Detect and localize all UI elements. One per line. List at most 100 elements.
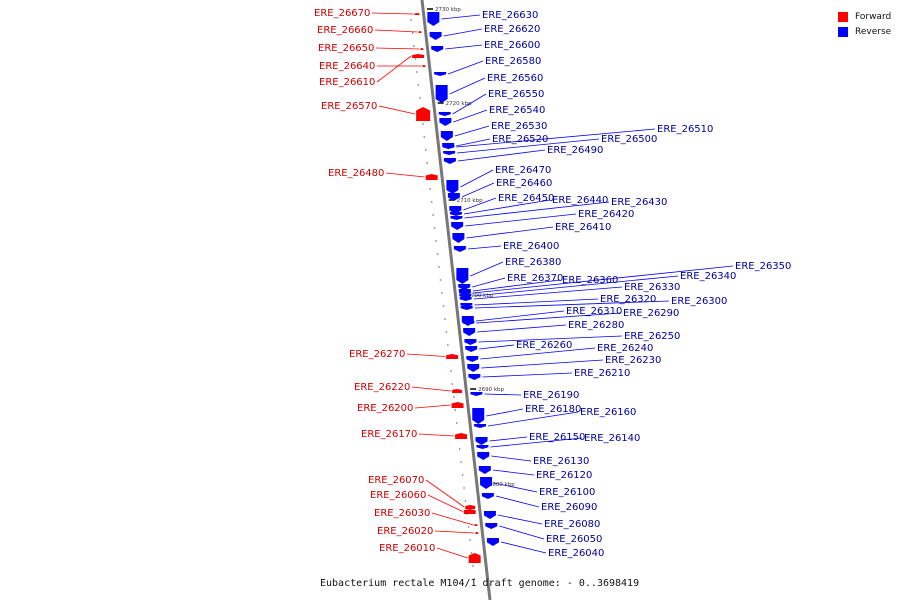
gene-leader <box>443 28 483 37</box>
legend: Forward Reverse <box>838 9 891 39</box>
gene-leader <box>466 226 554 239</box>
gene-leader <box>497 514 543 525</box>
gene-leader <box>371 12 414 15</box>
forward-gene-label: ERE_26060 <box>370 490 426 501</box>
forward-gene-label: ERE_26640 <box>319 61 375 72</box>
forward-gene-glyph <box>474 524 478 526</box>
forward-gene-label: ERE_26010 <box>379 543 435 554</box>
gene-leader <box>460 169 494 188</box>
reverse-gene-label: ERE_26100 <box>539 487 595 498</box>
reverse-gene-glyph <box>429 32 442 40</box>
gene-leader <box>431 512 474 526</box>
reverse-gene-glyph <box>450 212 463 216</box>
reverse-gene-glyph <box>442 145 455 149</box>
scale-tick-label: 2730 kbp <box>435 7 461 13</box>
gene-leader <box>463 199 551 215</box>
reverse-gene-label: ERE_26410 <box>555 222 611 233</box>
forward-gene-label: ERE_26670 <box>314 8 370 19</box>
reverse-gene-label: ERE_26360 <box>562 275 618 286</box>
gene-leader <box>500 541 547 554</box>
reverse-gene-label: ERE_26190 <box>523 390 579 401</box>
gene-leader <box>482 372 573 378</box>
gene-leader <box>418 433 455 437</box>
reverse-gene-label: ERE_26150 <box>529 432 585 443</box>
forward-gene-glyph <box>463 509 476 514</box>
gene-leader <box>457 149 546 162</box>
legend-item-reverse: Reverse <box>838 24 891 39</box>
forward-gene-label: ERE_26650 <box>318 43 374 54</box>
gene-leader <box>374 29 418 33</box>
reverse-gene-glyph <box>476 445 489 449</box>
reverse-gene-label: ERE_26280 <box>568 320 624 331</box>
reverse-gene-glyph <box>460 306 473 310</box>
reverse-gene-glyph <box>434 72 447 76</box>
reverse-gene-label: ERE_26320 <box>600 294 656 305</box>
reverse-gene-glyph <box>467 364 480 372</box>
scale-tick-label: 2690 kbp <box>478 387 504 393</box>
reverse-gene-glyph <box>464 339 477 345</box>
gene-leader <box>470 261 504 277</box>
gene-leader <box>436 547 468 559</box>
gene-leader <box>491 455 532 462</box>
forward-gene-label: ERE_26270 <box>349 349 405 360</box>
reverse-gene-label: ERE_26540 <box>489 105 545 116</box>
reverse-gene-label: ERE_26530 <box>491 121 547 132</box>
reverse-gene-label: ERE_26350 <box>735 261 791 272</box>
gene-leader <box>472 265 734 294</box>
gene-leader <box>467 245 502 250</box>
reverse-gene-glyph <box>477 452 490 460</box>
gene-leader <box>486 408 524 417</box>
gene-leader <box>493 482 538 493</box>
reverse-gene-label: ERE_26040 <box>548 548 604 559</box>
gene-leader <box>472 279 561 292</box>
reverse-gene-glyph <box>443 151 456 155</box>
gene-leader <box>449 77 486 95</box>
reverse-gene-glyph <box>486 538 499 546</box>
forward-gene-label: ERE_26170 <box>361 429 417 440</box>
reverse-gene-glyph <box>458 284 471 290</box>
reverse-gene-glyph <box>480 477 493 489</box>
reverse-gene-label: ERE_26250 <box>624 331 680 342</box>
reverse-gene-label: ERE_26160 <box>580 407 636 418</box>
reverse-gene-label: ERE_26460 <box>496 178 552 189</box>
forward-gene-label: ERE_26020 <box>377 526 433 537</box>
gene-leader <box>457 138 600 154</box>
reverse-gene-label: ERE_26560 <box>487 73 543 84</box>
reverse-gene-glyph <box>466 356 479 362</box>
reverse-gene-label: ERE_26120 <box>536 470 592 481</box>
gene-leader <box>411 386 452 392</box>
forward-gene-glyph <box>422 65 426 67</box>
reverse-gene-glyph <box>481 493 494 499</box>
reverse-gene-glyph <box>427 12 440 26</box>
forward-gene-glyph <box>414 13 420 15</box>
gene-glyphs <box>412 12 499 563</box>
reverse-gene-glyph <box>438 112 451 116</box>
forward-gene-label: ERE_26220 <box>354 382 410 393</box>
gene-leader <box>378 105 416 115</box>
reverse-gene-glyph <box>485 523 498 529</box>
reverse-gene-label: ERE_26230 <box>605 355 661 366</box>
label-leaders <box>371 12 734 559</box>
gene-leader <box>495 495 540 508</box>
gene-leader <box>376 55 412 83</box>
gene-leader <box>478 335 623 343</box>
gene-leader <box>480 347 596 360</box>
gene-leader <box>481 359 604 369</box>
reverse-gene-glyph <box>456 268 469 284</box>
reverse-gene-label: ERE_26450 <box>498 193 554 204</box>
forward-gene-glyph <box>420 48 424 50</box>
reverse-gene-label: ERE_26260 <box>516 340 572 351</box>
forward-gene-glyph <box>412 54 425 58</box>
reverse-gene-glyph <box>443 158 456 164</box>
reverse-gene-glyph <box>450 216 463 220</box>
scale-tick-label: 2700 kbp <box>467 293 493 299</box>
reverse-gene-label: ERE_26630 <box>482 10 538 21</box>
gene-leader <box>465 213 577 227</box>
forward-gene-label: ERE_26200 <box>357 403 413 414</box>
reverse-gene-label: ERE_26380 <box>505 257 561 268</box>
gene-leader <box>475 310 565 322</box>
forward-gene-label: ERE_26610 <box>319 77 375 88</box>
gene-leader <box>441 14 481 20</box>
forward-gene-glyph <box>475 532 479 534</box>
gene-leader <box>474 300 670 309</box>
